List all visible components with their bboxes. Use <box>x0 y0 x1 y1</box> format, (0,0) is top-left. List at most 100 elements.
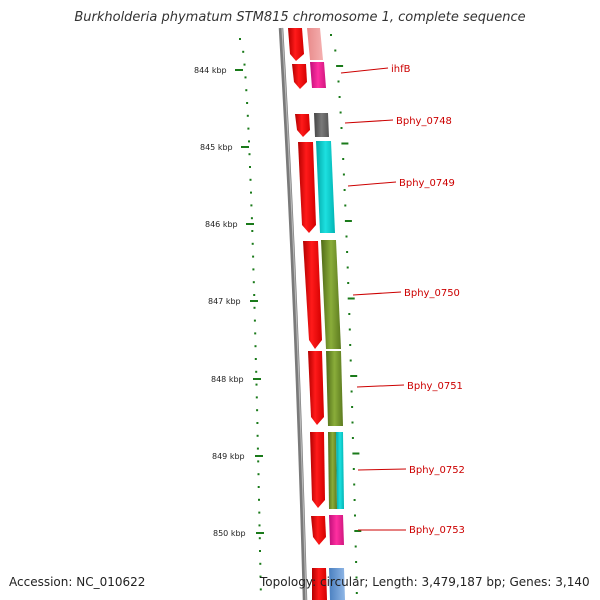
tick-dot <box>247 127 250 130</box>
backbone-highlight <box>281 27 307 600</box>
tick-dot <box>253 294 256 296</box>
tick-dot <box>257 486 260 488</box>
cds-track <box>288 28 327 600</box>
tick-dot <box>250 217 253 220</box>
inner-tick <box>342 158 345 160</box>
tick-dot <box>255 370 258 373</box>
inner-tick <box>344 220 352 222</box>
inner-tick <box>349 359 352 362</box>
inner-tick <box>348 328 351 331</box>
inner-tick <box>346 266 349 269</box>
cds-arrow <box>292 64 307 89</box>
tick-dot <box>257 473 260 476</box>
gene-bar-Bphy_0753 <box>329 515 344 545</box>
tick-dot <box>259 550 261 552</box>
gene-bar-Bphy_0752-cyan <box>336 432 344 509</box>
topology-text: Topology: circular; Length: 3,479,187 bp… <box>260 575 590 589</box>
tick-label: 850 kbp <box>213 529 246 538</box>
tick-dot <box>255 396 258 399</box>
tick-dot <box>254 332 257 335</box>
inner-tick <box>339 111 342 114</box>
tick-dot <box>258 537 261 540</box>
inner-tick <box>354 530 362 532</box>
tick-dot <box>250 191 252 194</box>
inner-tick <box>350 375 358 377</box>
tick-label: 845 kbp <box>200 143 233 152</box>
inner-tick <box>346 251 349 253</box>
tick-dot <box>239 38 241 40</box>
gene-label-Bphy_0751: Bphy_0751 <box>407 381 463 392</box>
tick-label: 847 kbp <box>208 297 241 306</box>
inner-tick <box>355 561 358 563</box>
axis-ticks: 844 kbp 845 kbp 846 kbp 847 kbp 848 kbp … <box>194 66 264 538</box>
tick-dot <box>252 268 255 271</box>
tick-dot <box>246 114 249 117</box>
inner-tick <box>347 282 350 284</box>
inner-tick <box>354 514 356 517</box>
tick-dot <box>245 89 248 92</box>
inner-tick <box>337 80 340 83</box>
inner-tick <box>352 452 360 455</box>
tick-dot <box>248 140 250 143</box>
tick-dot <box>253 319 256 322</box>
tick-label: 844 kbp <box>194 66 227 75</box>
gene-bar-Bphy_0749 <box>316 141 335 233</box>
tick-dot <box>249 178 252 181</box>
tick-dot <box>257 460 260 463</box>
tick-dot <box>249 166 251 168</box>
gene-labels: ihfB Bphy_0748 Bphy_0749 Bphy_0750 Bphy_… <box>340 64 465 536</box>
gene-bar-upstream <box>307 28 323 60</box>
inner-tick-ring <box>330 34 362 594</box>
inner-tick <box>345 235 348 238</box>
inner-tick <box>330 34 332 36</box>
tick-dot <box>242 50 245 53</box>
inner-tick <box>351 406 354 408</box>
gene-label-Bphy_0750: Bphy_0750 <box>404 288 460 299</box>
tick-dot <box>253 306 256 309</box>
label-leader-line <box>352 291 402 296</box>
gene-label-Bphy_0752: Bphy_0752 <box>409 465 465 476</box>
tick-dot <box>243 63 246 66</box>
tick-dot <box>255 383 258 386</box>
tick-dot <box>254 358 257 360</box>
inner-tick <box>352 468 355 470</box>
label-leader-line <box>340 67 389 74</box>
backbone-arc <box>278 27 308 600</box>
tick-dot <box>244 76 247 79</box>
gene-bar-Bphy_0748 <box>314 113 329 137</box>
inner-tick <box>342 173 345 176</box>
inner-tick <box>351 421 354 424</box>
tick-dot <box>251 230 254 232</box>
tick-dot <box>256 447 259 450</box>
tick-dot-ring <box>239 38 262 591</box>
inner-tick <box>349 344 352 346</box>
tick-dot <box>250 204 253 207</box>
tick-dot <box>256 434 259 437</box>
gene-label-ihfB: ihfB <box>391 64 411 75</box>
inner-tick <box>340 127 343 129</box>
tick-dot <box>259 588 262 591</box>
label-leader-line <box>356 384 405 388</box>
gene-bar-Bphy_0750 <box>321 240 341 349</box>
tick-dot <box>248 153 251 156</box>
cds-arrow <box>308 351 324 425</box>
label-leader-line <box>344 119 394 124</box>
cds-arrow <box>312 568 327 600</box>
inner-tick <box>353 499 356 501</box>
inner-tick <box>353 483 356 486</box>
tick-dot <box>256 422 259 424</box>
inner-tick <box>343 189 346 191</box>
tick-label: 849 kbp <box>212 452 245 461</box>
gene-track <box>307 28 345 600</box>
label-leader-line <box>347 181 397 187</box>
cds-arrow <box>311 516 326 545</box>
gene-bar-ihfB <box>310 62 326 88</box>
tick-dot <box>259 575 262 578</box>
inner-tick <box>336 65 344 67</box>
tick-dot <box>258 498 260 501</box>
gene-bar-Bphy_0751 <box>326 351 343 426</box>
tick-label: 846 kbp <box>205 220 238 229</box>
tick-dot <box>251 242 254 245</box>
inner-tick <box>351 437 354 439</box>
